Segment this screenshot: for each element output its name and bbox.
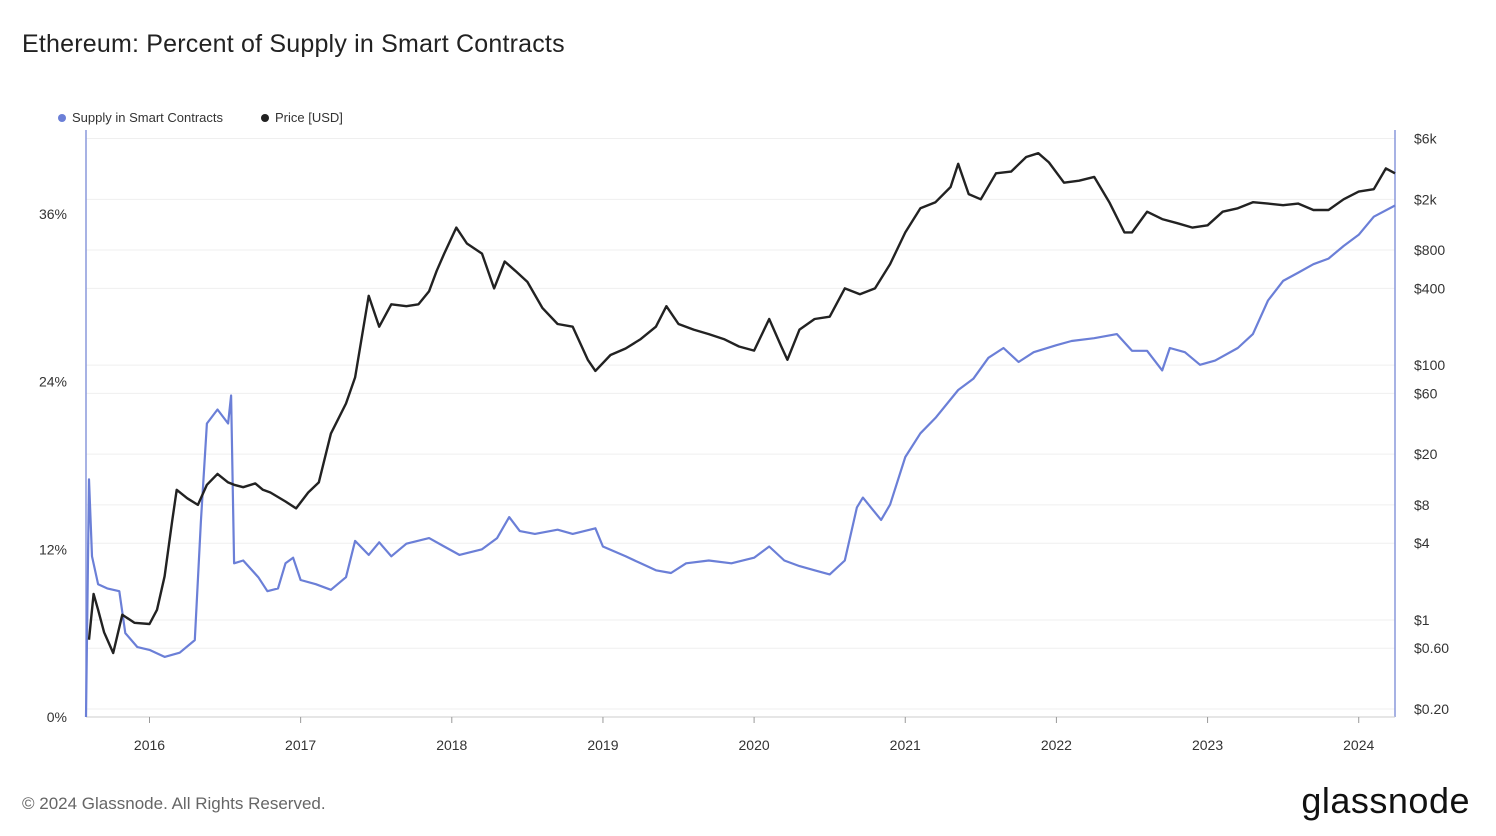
right-tick-label: $0.20 [1414,701,1449,717]
legend-label-supply: Supply in Smart Contracts [72,110,224,125]
right-tick-label: $400 [1414,280,1445,296]
grid-lines [86,138,1395,710]
legend-dot-supply [58,113,66,122]
legend-dot-price [261,113,270,122]
footer-copyright: © 2024 Glassnode. All Rights Reserved. [22,794,326,813]
right-tick-label: $1 [1414,612,1430,628]
chart-title: Ethereum: Percent of Supply in Smart Con… [22,30,565,58]
legend: Supply in Smart Contracts Price [USD] [58,110,343,125]
left-tick-label: 0% [47,709,67,725]
right-tick-label: $0.60 [1414,640,1449,656]
right-tick-label: $20 [1414,446,1438,462]
x-tick-label: 2018 [436,737,467,753]
x-tick-label: 2022 [1041,737,1072,753]
x-tick-label: 2019 [587,737,618,753]
legend-label-price: Price [USD] [275,110,343,125]
right-tick-label: $800 [1414,242,1445,258]
x-tick-label: 2023 [1192,737,1223,753]
left-tick-label: 36% [39,206,67,222]
legend-item-supply[interactable]: Supply in Smart Contracts [58,110,223,125]
x-tick-label: 2021 [890,737,921,753]
x-tick-label: 2024 [1343,737,1374,753]
legend-item-price[interactable]: Price [USD] [261,110,343,125]
left-tick-label: 24% [39,374,67,390]
x-axis-ticks: 2016 2017 2018 2019 2020 2021 2022 2023 2024 [134,717,1375,753]
right-tick-label: $60 [1414,385,1438,401]
right-axis-ticks: $0.20 $0.60 $1 $4 $8 $20 $60 $100 $400 $800 $2k $6k [1414,131,1449,717]
series-line-supply[interactable] [84,204,1396,718]
glassnode-logo[interactable]: glassnode [1301,780,1470,821]
right-tick-label: $8 [1414,497,1430,513]
x-tick-label: 2020 [739,737,770,753]
right-tick-label: $4 [1414,535,1430,551]
left-tick-label: 12% [39,541,67,557]
right-tick-label: $2k [1414,191,1438,207]
x-tick-label: 2016 [134,737,165,753]
right-tick-label: $100 [1414,357,1445,373]
right-tick-label: $6k [1414,131,1438,147]
left-axis-ticks: 0% 12% 24% 36% [39,206,67,725]
x-tick-label: 2017 [285,737,316,753]
series-line-price[interactable] [87,152,1396,655]
